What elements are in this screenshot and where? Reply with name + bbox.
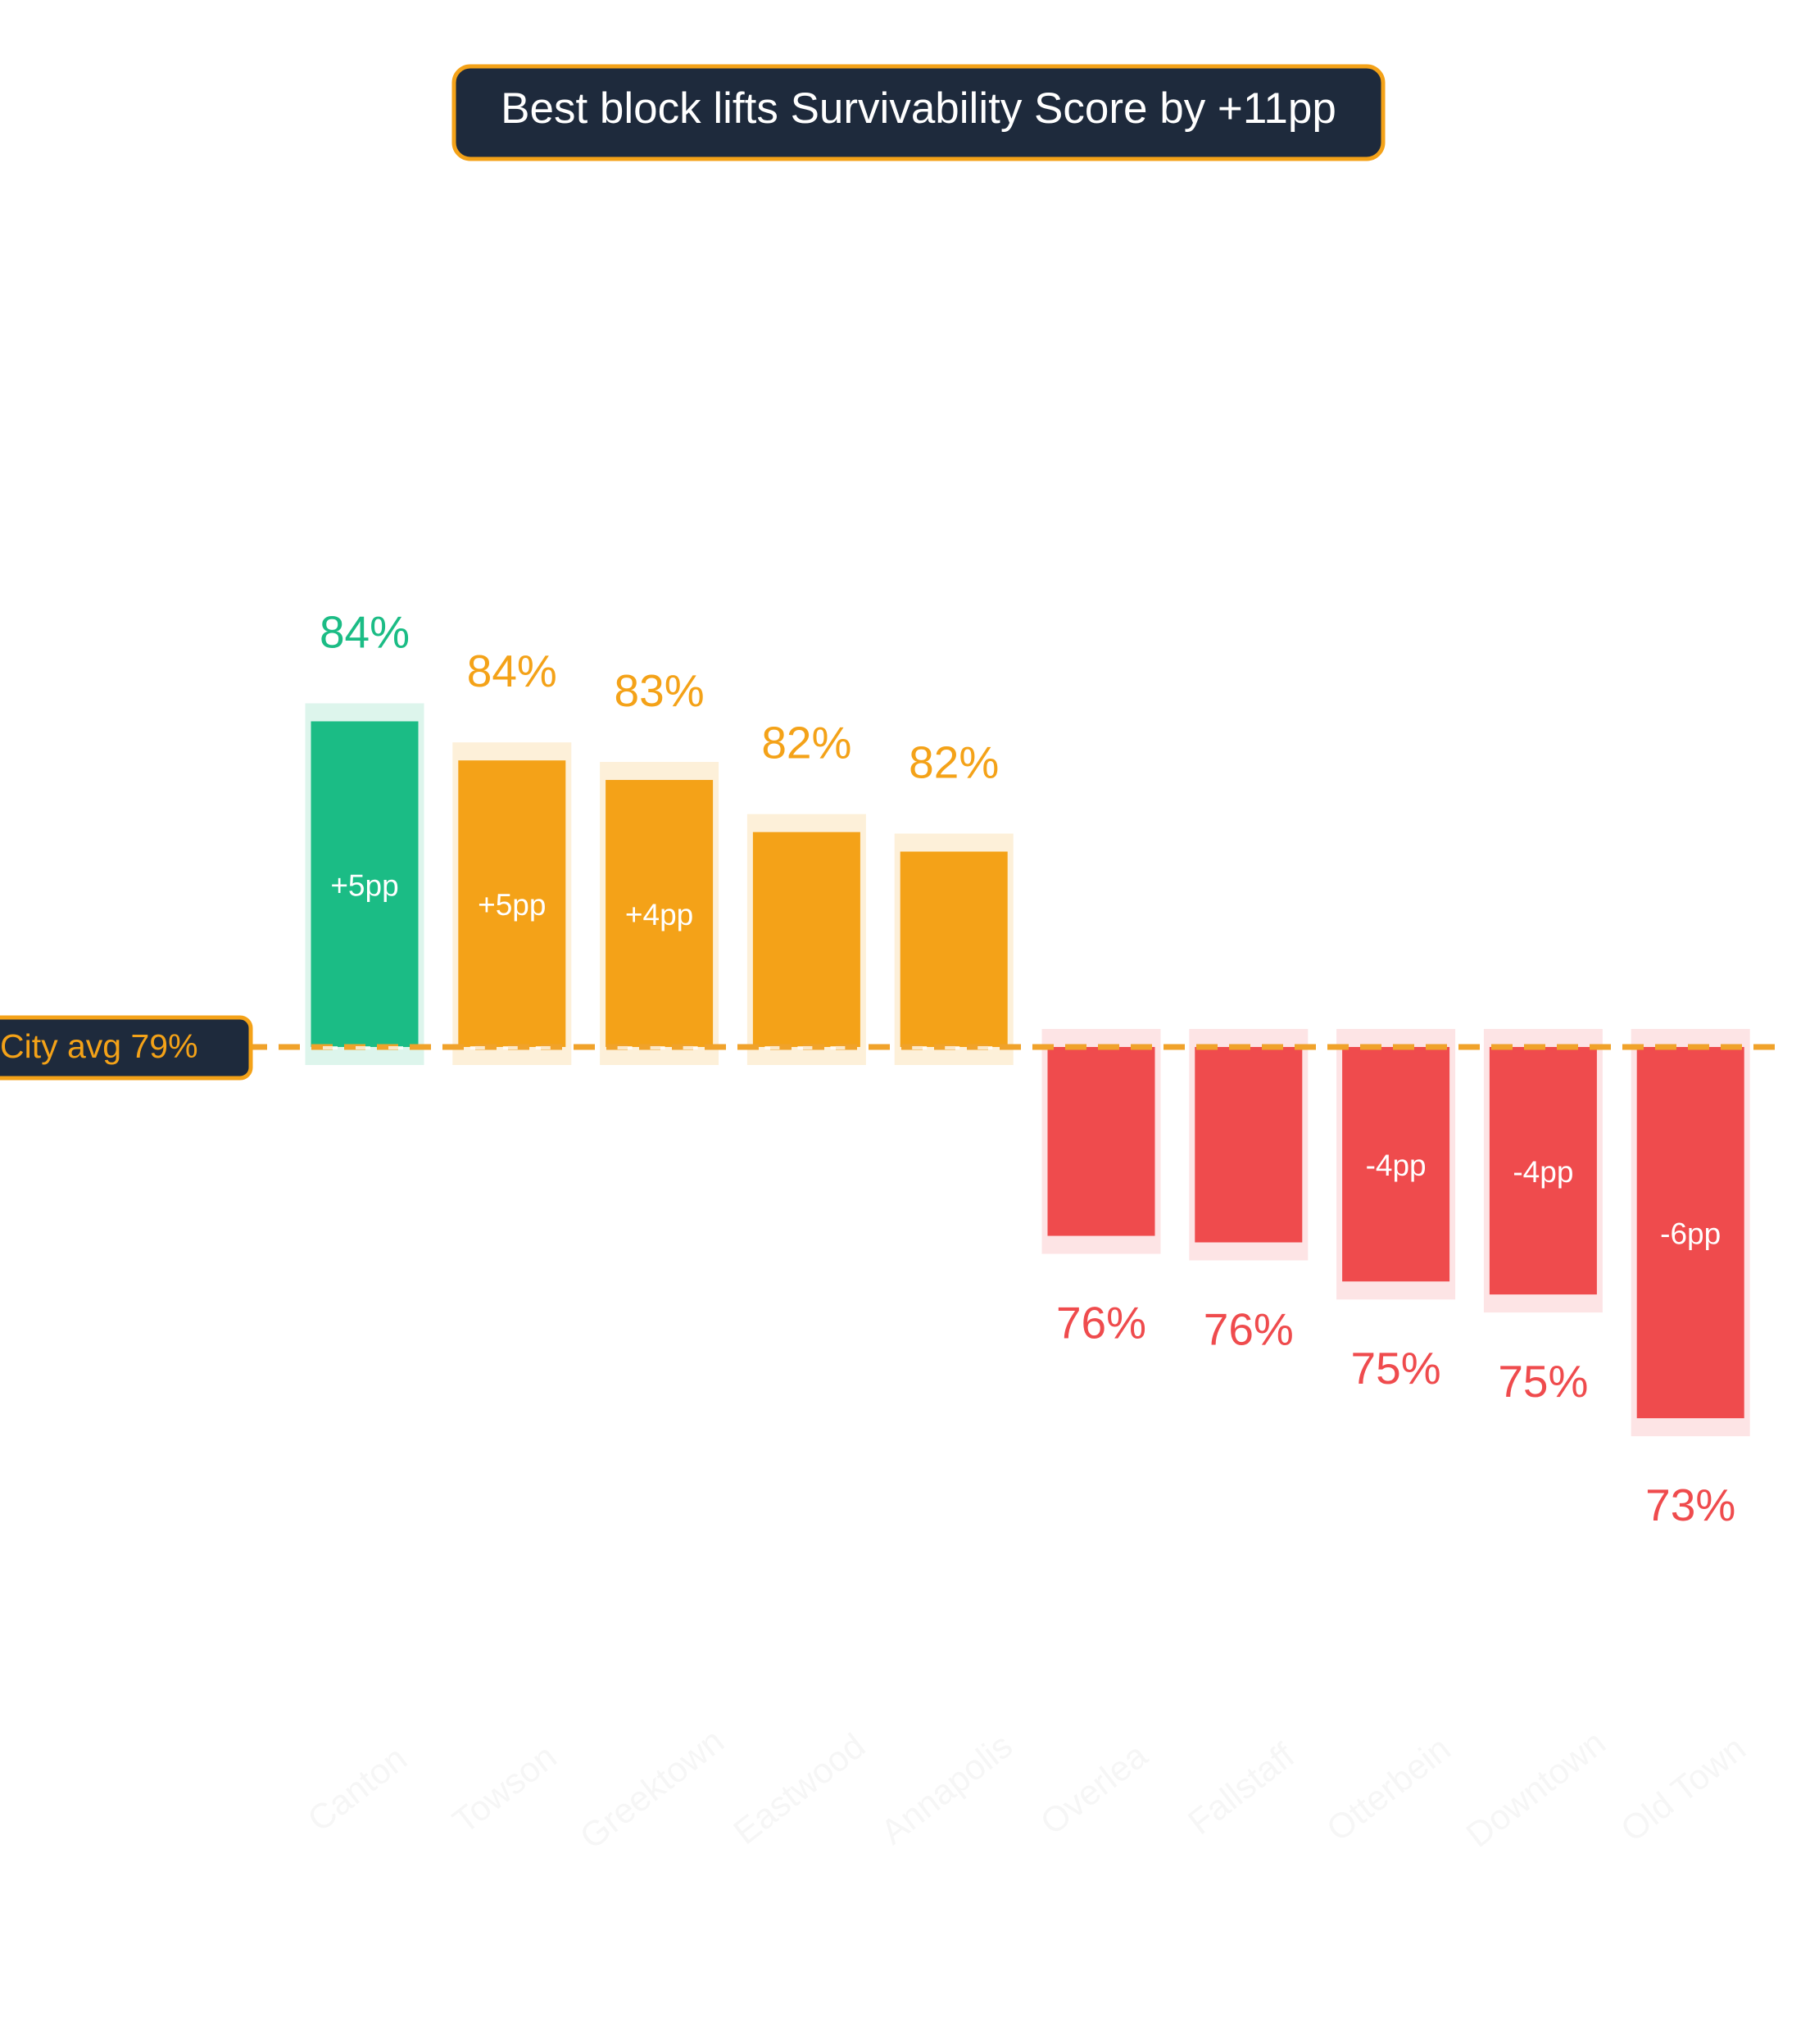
- value-label: 76%: [1056, 1298, 1146, 1348]
- category-label: Downtown: [1459, 1723, 1613, 1855]
- delta-label: -4pp: [1366, 1149, 1427, 1182]
- bar: [1489, 1047, 1597, 1295]
- bar-layer: [311, 721, 1744, 1419]
- bar: [752, 832, 860, 1047]
- bar: [900, 851, 1008, 1047]
- delta-label: -4pp: [1513, 1155, 1573, 1189]
- title-badge: Best block lifts Survivability Score by …: [451, 64, 1386, 161]
- bar: [458, 760, 566, 1047]
- city-average-badge-text: City avg 79%: [0, 1027, 198, 1065]
- city-average-badge: City avg 79%: [0, 1015, 253, 1081]
- title-badge-box: [451, 64, 1386, 161]
- value-label: 84%: [467, 646, 557, 696]
- value-label: 75%: [1498, 1356, 1588, 1407]
- value-label: 84%: [320, 607, 410, 658]
- delta-label-layer: +5pp +5pp +4pp -4pp -4pp -6pp: [330, 868, 1721, 1250]
- category-label: Overlea: [1033, 1736, 1154, 1843]
- chart-title: Best block lifts Survivability Score by …: [501, 84, 1336, 133]
- category-label: Canton: [301, 1738, 415, 1839]
- value-label: 73%: [1645, 1480, 1735, 1530]
- bar: [1342, 1047, 1450, 1282]
- category-label: Fallstaff: [1181, 1735, 1302, 1842]
- value-label: 83%: [615, 665, 705, 716]
- category-label: Otterbein: [1320, 1729, 1458, 1850]
- bar: [1636, 1047, 1744, 1419]
- category-label: Greektown: [573, 1721, 731, 1857]
- delta-label: +4pp: [625, 898, 693, 931]
- value-label: 82%: [761, 718, 851, 768]
- value-label-layer: 84% 84% 83% 82% 82% 76% 76% 75% 75% 73%: [320, 607, 1735, 1531]
- city-average-badge-box: [0, 1015, 253, 1081]
- delta-label: +5pp: [478, 888, 546, 922]
- category-label: Towson: [446, 1737, 564, 1842]
- value-label: 76%: [1204, 1304, 1294, 1355]
- category-label: Eastwood: [727, 1726, 873, 1852]
- value-label: 82%: [909, 737, 999, 788]
- value-label: 75%: [1351, 1343, 1441, 1394]
- category-label: Old Town: [1613, 1729, 1753, 1850]
- category-label: Annapolis: [873, 1726, 1019, 1852]
- delta-label: +5pp: [330, 868, 398, 902]
- bar: [311, 721, 419, 1047]
- bar: [1047, 1047, 1155, 1236]
- bar: [1195, 1047, 1303, 1243]
- delta-label: -6pp: [1660, 1217, 1721, 1251]
- bar: [606, 780, 714, 1047]
